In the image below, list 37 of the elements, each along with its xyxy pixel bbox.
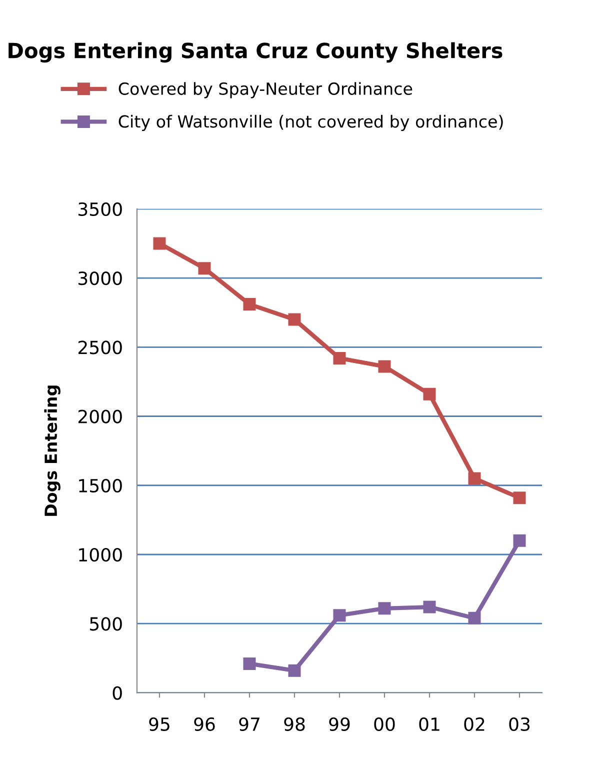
point [423,600,436,614]
y-tick-label: 3000 [78,271,122,286]
legend-label: Covered by Spay-Neuter Ordinance [118,82,412,98]
y-tick-label: 3500 [78,202,122,216]
point [153,237,166,250]
y-axis-title: Dogs Entering [44,386,60,516]
y-tick-label: 2000 [78,410,122,424]
point [423,388,436,400]
point [468,612,481,624]
point [378,360,391,373]
point [288,664,301,677]
point [513,492,526,504]
point [333,609,346,622]
x-tick-label: 97 [239,717,260,732]
y-tick-label: 0 [112,686,122,700]
y-tick-label: 2500 [78,340,122,354]
point [288,313,301,326]
x-tick-label: 02 [464,717,484,732]
x-tick-label: 03 [509,717,530,732]
point [243,298,256,311]
x-tick-label: 00 [374,717,395,732]
point [243,657,256,670]
point [198,262,211,275]
y-tick-label: 500 [90,617,122,631]
chart-title: Dogs Entering Santa Cruz County Shelters [8,42,502,63]
y-tick-label: 1500 [79,478,122,492]
x-tick-label: 01 [419,717,440,732]
x-tick-label: 99 [329,717,350,732]
point [378,602,391,615]
legend-label: City of Watsonville (not covered by ordinance) [118,114,503,131]
y-tick-label: 1000 [79,548,122,562]
x-tick-label: 95 [149,717,170,732]
x-tick-label: 98 [284,717,305,732]
x-tick-label: 96 [194,717,215,732]
point [513,534,526,547]
point [333,352,346,364]
point [468,472,481,485]
